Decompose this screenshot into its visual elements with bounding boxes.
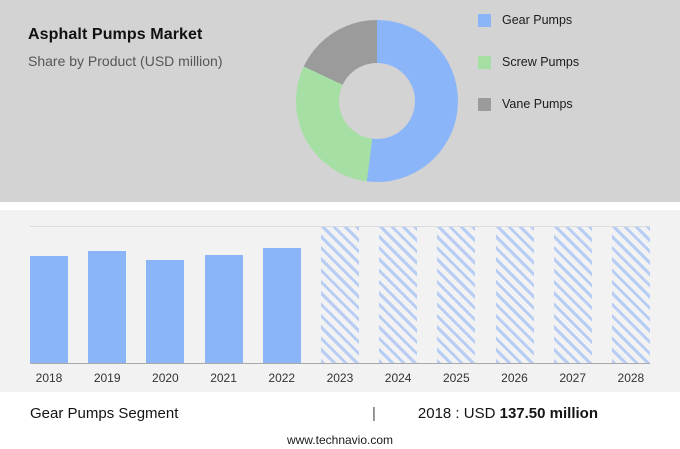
footer-separator: | — [371, 405, 376, 422]
bar-2028 — [611, 227, 650, 363]
year-label-2022: 2022 — [268, 371, 296, 385]
legend-swatch-icon — [478, 13, 491, 27]
bar-2020 — [146, 259, 185, 363]
website-link[interactable]: www.technavio.com — [286, 433, 394, 447]
legend-item: Gear Pumps — [478, 13, 579, 27]
bar-2027 — [553, 227, 592, 363]
stat-prefix: 2018 : USD — [417, 405, 500, 422]
stat-value: 137.50 million — [499, 405, 598, 422]
bar-2021 — [204, 254, 243, 363]
year-label-2021: 2021 — [210, 371, 237, 385]
page-title: Asphalt Pumps Market — [28, 26, 203, 43]
legend-label: Gear Pumps — [502, 13, 573, 27]
year-label-2018: 2018 — [35, 371, 63, 385]
section-divider — [0, 202, 680, 210]
header-band: Asphalt Pumps Market Share by Product (U… — [0, 0, 680, 202]
bar-2025 — [437, 227, 476, 363]
bar-plot — [30, 226, 650, 364]
legend-item: Vane Pumps — [478, 97, 579, 111]
bar-2023 — [320, 227, 359, 363]
page-subtitle: Share by Product (USD million) — [28, 53, 223, 69]
donut-chart — [296, 20, 458, 182]
bar-2024 — [379, 227, 418, 363]
bar-2019 — [88, 251, 127, 363]
bar-2018 — [30, 256, 68, 363]
footer: Gear Pumps Segment | 2018 : USD 137.50 m… — [0, 392, 680, 449]
year-label-2026: 2026 — [501, 371, 528, 385]
website-row: www.technavio.com — [30, 431, 650, 449]
legend-item: Screw Pumps — [478, 55, 579, 69]
year-label-2019: 2019 — [93, 371, 121, 385]
bar-chart-section: 2018 2019 2020 2021 2022 2023 2024 2025 2026 2027… — [0, 210, 680, 392]
chart-legend: Gear Pumps Screw Pumps Vane Pumps — [478, 13, 579, 111]
bar-2022 — [262, 248, 301, 363]
year-label-2025: 2025 — [442, 371, 470, 385]
footer-row: Gear Pumps Segment | 2018 : USD 137.50 m… — [30, 405, 650, 422]
header-text-block: Asphalt Pumps Market Share by Product (U… — [28, 26, 288, 69]
bar-2026 — [495, 227, 534, 363]
year-label-2020: 2020 — [152, 371, 179, 385]
legend-swatch-icon — [478, 55, 491, 69]
segment-label: Gear Pumps Segment — [30, 405, 179, 422]
year-label-2027: 2027 — [559, 371, 587, 385]
legend-swatch-icon — [478, 97, 491, 111]
bar-labels: 2018 2019 2020 2021 2022 2023 2024 2025 2026 2027… — [30, 371, 650, 385]
legend-label: Vane Pumps — [502, 97, 573, 111]
year-label-2023: 2023 — [326, 371, 354, 385]
legend-label: Screw Pumps — [502, 55, 580, 69]
year-label-2024: 2024 — [384, 371, 412, 385]
donut-chart-wrap — [296, 20, 458, 182]
stat-text: 2018 : USD 137.50 million — [418, 405, 598, 422]
year-label-2028: 2028 — [617, 371, 645, 385]
